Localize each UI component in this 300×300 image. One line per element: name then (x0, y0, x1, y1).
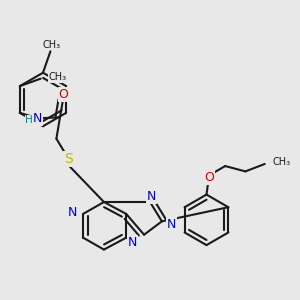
Text: CH₃: CH₃ (272, 158, 290, 167)
Text: N: N (167, 218, 177, 231)
Text: CH₃: CH₃ (43, 40, 61, 50)
Text: O: O (204, 171, 214, 184)
Text: N: N (128, 236, 137, 249)
Text: CH₃: CH₃ (49, 72, 67, 82)
Text: N: N (33, 112, 42, 125)
Text: O: O (58, 88, 68, 101)
Text: S: S (64, 152, 73, 166)
Text: N: N (68, 206, 77, 219)
Text: N: N (147, 190, 156, 203)
Text: H: H (26, 115, 33, 125)
